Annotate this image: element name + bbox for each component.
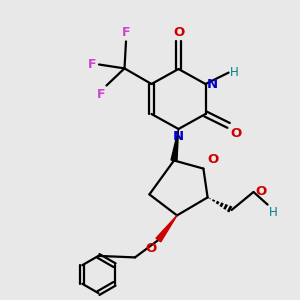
Text: F: F (97, 88, 105, 101)
Text: N: N (173, 130, 184, 142)
Text: N: N (207, 77, 218, 91)
Text: O: O (207, 153, 218, 166)
Text: H: H (230, 65, 239, 79)
Text: F: F (88, 58, 97, 71)
Text: O: O (255, 185, 266, 198)
Polygon shape (171, 129, 178, 161)
Polygon shape (156, 215, 177, 242)
Text: O: O (173, 26, 184, 39)
Text: O: O (230, 127, 241, 140)
Text: O: O (146, 242, 157, 254)
Text: H: H (268, 206, 277, 219)
Text: F: F (122, 26, 130, 39)
